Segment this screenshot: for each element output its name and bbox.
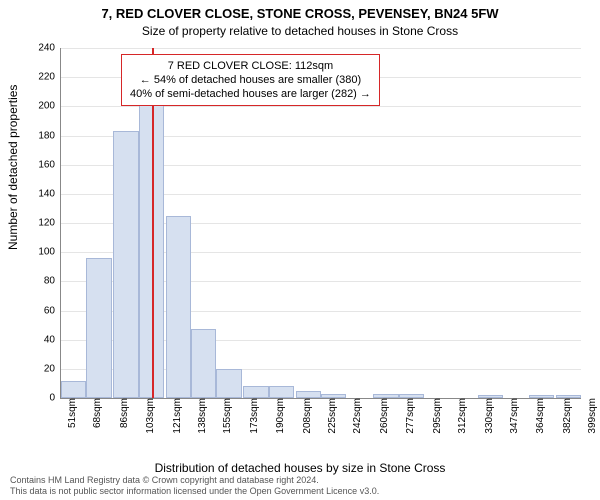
chart-title: 7, RED CLOVER CLOSE, STONE CROSS, PEVENS… — [0, 6, 600, 21]
legend-line-1: 7 RED CLOVER CLOSE: 112sqm — [168, 60, 333, 72]
y-tick-label: 60 — [44, 305, 61, 316]
x-tick-label: 260sqm — [377, 398, 390, 434]
histogram-bar — [166, 216, 191, 398]
y-tick-label: 240 — [38, 43, 61, 54]
x-tick-label: 382sqm — [560, 398, 573, 434]
histogram-bar — [113, 131, 138, 398]
histogram-bar — [269, 386, 294, 398]
x-tick-label: 312sqm — [455, 398, 468, 434]
x-tick-label: 364sqm — [533, 398, 546, 434]
x-tick-label: 173sqm — [247, 398, 260, 434]
x-tick-label: 330sqm — [482, 398, 495, 434]
x-tick-label: 190sqm — [273, 398, 286, 434]
x-tick-label: 295sqm — [430, 398, 443, 434]
histogram-bar — [61, 381, 86, 399]
x-tick-label: 347sqm — [507, 398, 520, 434]
x-tick-label: 51sqm — [65, 398, 78, 428]
y-tick-label: 200 — [38, 101, 61, 112]
y-tick-label: 80 — [44, 276, 61, 287]
x-tick-label: 225sqm — [325, 398, 338, 434]
histogram-bar — [296, 391, 321, 398]
y-tick-label: 140 — [38, 188, 61, 199]
y-tick-label: 160 — [38, 159, 61, 170]
x-tick-label: 121sqm — [170, 398, 183, 434]
x-tick-label: 277sqm — [403, 398, 416, 434]
chart-subtitle: Size of property relative to detached ho… — [0, 24, 600, 38]
histogram-plot: 02040608010012014016018020022024051sqm68… — [60, 48, 581, 399]
x-tick-label: 68sqm — [90, 398, 103, 428]
x-tick-label: 399sqm — [585, 398, 598, 434]
y-tick-label: 40 — [44, 334, 61, 345]
gridline — [61, 48, 581, 49]
histogram-bar — [191, 329, 216, 398]
y-axis-label: Number of detached properties — [6, 85, 20, 250]
x-tick-label: 103sqm — [143, 398, 156, 434]
footer-line-1: Contains HM Land Registry data © Crown c… — [10, 475, 319, 485]
footer-line-2: This data is not public sector informati… — [10, 486, 379, 496]
footer-text: Contains HM Land Registry data © Crown c… — [10, 475, 379, 497]
x-tick-label: 155sqm — [220, 398, 233, 434]
x-axis-label: Distribution of detached houses by size … — [0, 461, 600, 475]
histogram-bar — [243, 386, 268, 398]
legend-line-2: ← 54% of detached houses are smaller (38… — [140, 74, 361, 86]
y-tick-label: 120 — [38, 218, 61, 229]
marker-legend: 7 RED CLOVER CLOSE: 112sqm ← 54% of deta… — [121, 54, 380, 106]
y-tick-label: 220 — [38, 72, 61, 83]
histogram-bar — [86, 258, 111, 398]
y-tick-label: 100 — [38, 247, 61, 258]
y-tick-label: 0 — [49, 393, 61, 404]
x-tick-label: 242sqm — [350, 398, 363, 434]
x-tick-label: 208sqm — [300, 398, 313, 434]
x-tick-label: 86sqm — [117, 398, 130, 428]
legend-line-3: 40% of semi-detached houses are larger (… — [130, 88, 371, 100]
y-tick-label: 180 — [38, 130, 61, 141]
y-tick-label: 20 — [44, 363, 61, 374]
x-tick-label: 138sqm — [195, 398, 208, 434]
histogram-bar — [216, 369, 241, 398]
